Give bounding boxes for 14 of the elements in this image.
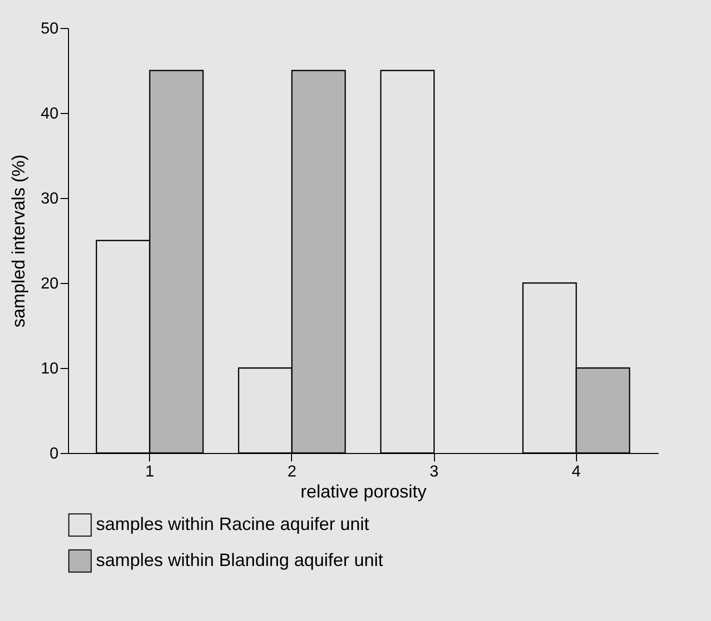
y-tick-label: 30 <box>40 190 59 208</box>
x-tick-label: 4 <box>572 464 581 480</box>
y-axis-title: sampled intervals (%) <box>8 154 29 328</box>
legend-label: samples within Blanding aquifer unit <box>96 550 384 570</box>
x-tick-label: 3 <box>430 464 439 480</box>
y-tick-label: 10 <box>40 360 59 378</box>
y-tick-label: 0 <box>50 446 59 462</box>
y-tick-label: 50 <box>40 20 59 38</box>
x-axis-title: relative porosity <box>300 482 427 502</box>
x-tick-label: 1 <box>145 464 154 480</box>
y-tick-label: 20 <box>40 276 59 292</box>
legend-label: samples within Racine aquifer unit <box>96 514 370 534</box>
x-tick-label: 2 <box>287 464 296 480</box>
y-tick-label: 40 <box>40 106 59 122</box>
